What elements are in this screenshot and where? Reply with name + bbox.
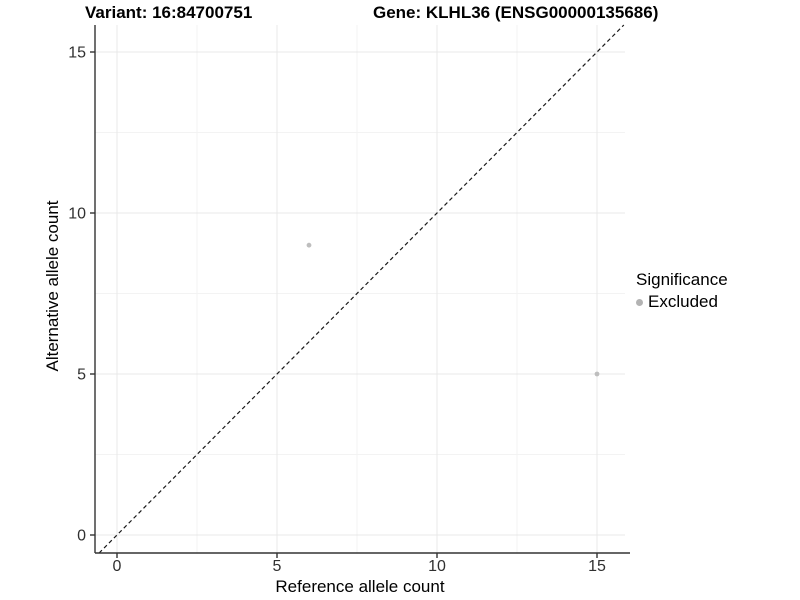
plot-title-gene: Gene: KLHL36 (ENSG00000135686)	[373, 3, 659, 22]
legend-item-excluded: Excluded	[636, 292, 728, 312]
legend-point-icon	[636, 298, 643, 306]
y-tick-label: 5	[77, 367, 86, 384]
legend: Significance Excluded	[636, 270, 728, 312]
data-point	[306, 242, 312, 248]
y-tick-label: 15	[68, 45, 86, 62]
data-point	[594, 371, 600, 377]
legend-item-label: Excluded	[648, 292, 718, 311]
x-tick-label: 5	[273, 558, 282, 575]
plot-title-variant: Variant: 16:84700751	[85, 3, 253, 22]
x-tick-label: 0	[113, 558, 122, 575]
y-axis-title: Alternative allele count	[43, 200, 62, 372]
x-tick-label: 10	[428, 558, 446, 575]
x-axis-title: Reference allele count	[275, 577, 445, 596]
y-tick-label: 10	[68, 206, 86, 223]
x-tick-label: 15	[588, 558, 606, 575]
legend-title: Significance	[636, 270, 728, 289]
y-tick-label: 0	[77, 528, 86, 545]
identity-dashed-line	[98, 24, 625, 554]
